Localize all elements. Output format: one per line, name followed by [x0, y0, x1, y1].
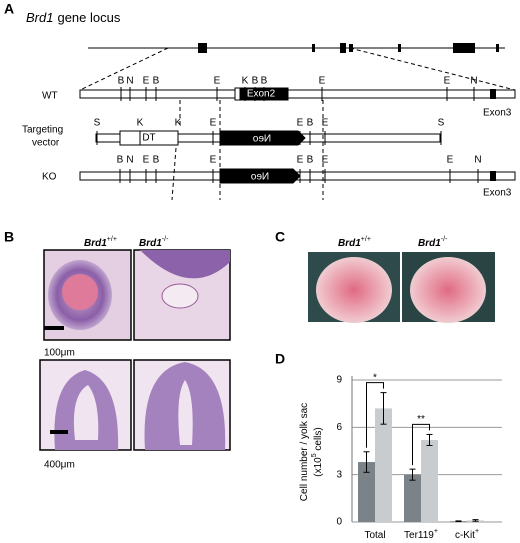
y-axis-label: Cell number / yolk sac [299, 403, 310, 501]
site-label: B [307, 118, 314, 129]
site-label: E [214, 76, 221, 87]
category-name: Ter119 [404, 530, 434, 541]
panel-label: C [275, 229, 285, 245]
y-tick-label: 3 [336, 469, 342, 480]
bar [404, 474, 421, 522]
genotype-label: Brd1-/- [418, 236, 448, 249]
error-bar [426, 433, 433, 446]
row-label: WT [42, 91, 58, 102]
significance-label: ** [417, 414, 425, 425]
significance-label: * [373, 372, 377, 383]
error-bar [409, 468, 416, 481]
genotype-label: Brd1+/+ [338, 236, 371, 249]
site-label: K [137, 118, 144, 129]
error-bar [363, 451, 370, 473]
site-label: B [252, 76, 259, 87]
y-label-unit: (x10 [313, 457, 324, 477]
site-label: N [126, 76, 133, 87]
category-sup: + [434, 528, 438, 535]
significance-bracket [412, 423, 430, 466]
bar [421, 439, 438, 522]
site-label: E [297, 155, 304, 166]
row-label: KO [42, 172, 57, 183]
genotype-label: Brd1+/+ [84, 236, 117, 249]
genotype: +/+ [361, 236, 371, 243]
site-label: E [210, 118, 217, 129]
site-label: E [297, 118, 304, 129]
site-label: E [143, 76, 150, 87]
site-label: N [470, 76, 477, 87]
site-label: E [322, 155, 329, 166]
yolk-sac-photos [308, 252, 495, 323]
site-label: E [319, 76, 326, 87]
locus-diagram [79, 43, 516, 201]
exon-label: Exon3 [483, 108, 512, 119]
category-name: Total [364, 530, 385, 541]
row-label: Targeting [22, 125, 63, 136]
site-label: S [94, 118, 101, 129]
x-tick-label: Ter119+ [404, 528, 438, 541]
gene-name: Brd1 [418, 238, 441, 249]
histology-images [39, 249, 231, 451]
site-label: N [126, 155, 133, 166]
site-label: E [322, 118, 329, 129]
cassette-label: DT [142, 133, 155, 144]
bar [375, 408, 392, 522]
site-label: B [153, 76, 160, 87]
panel-label: A [4, 1, 14, 17]
y-tick-label: 0 [336, 517, 342, 528]
y-tick-label: 9 [336, 375, 342, 386]
site-label: E [444, 76, 451, 87]
spacer: gene locus [57, 10, 120, 25]
y-label-exp: 5 [311, 453, 318, 457]
category-name: c-Kit [455, 530, 475, 541]
genotype: -/- [441, 236, 448, 243]
significance-bracket [366, 382, 384, 448]
gene-name: Brd1 [139, 238, 162, 249]
row-label: vector [32, 138, 60, 149]
site-label: B [261, 76, 268, 87]
category-sup: + [475, 528, 479, 535]
site-label: E [447, 155, 454, 166]
locus-title: Brd1 gene locus [26, 10, 121, 25]
site-label: B [153, 155, 160, 166]
y-tick-label: 6 [336, 422, 342, 433]
scale-label: 400μm [44, 460, 75, 471]
x-tick-label: c-Kit+ [455, 528, 479, 541]
site-label: K [175, 118, 182, 129]
y-axis-label: (x105 cells) [311, 427, 324, 476]
site-label: B [117, 155, 124, 166]
error-bar [472, 519, 479, 522]
scale-label: 100μm [44, 348, 75, 359]
site-label: S [438, 118, 445, 129]
site-label: B [307, 155, 314, 166]
genotype: +/+ [107, 236, 117, 243]
gene-name: Brd1 [338, 238, 361, 249]
x-tick-label: Total [364, 530, 385, 541]
site-label: N [474, 155, 481, 166]
site-label: E [143, 155, 150, 166]
site-label: B [118, 76, 125, 87]
genotype: -/- [162, 236, 169, 243]
genotype-label: Brd1-/- [139, 236, 169, 249]
exon-label: Exon3 [483, 188, 512, 199]
cassette-label: Neo [250, 172, 269, 183]
panel-label: D [275, 351, 285, 367]
site-label: K [242, 76, 249, 87]
gene-name: Brd1 [84, 238, 107, 249]
error-bar [380, 392, 387, 425]
cassette-label: Neo [252, 134, 271, 145]
exon-label: Exon2 [247, 89, 276, 100]
error-bar [455, 520, 462, 523]
panel-label: B [4, 229, 14, 245]
gene-name: Brd1 [26, 10, 53, 25]
bar [358, 462, 375, 522]
y-label-line: Cell number / yolk sac [299, 403, 310, 501]
site-label: E [210, 155, 217, 166]
y-label-unit: cells) [313, 427, 324, 453]
